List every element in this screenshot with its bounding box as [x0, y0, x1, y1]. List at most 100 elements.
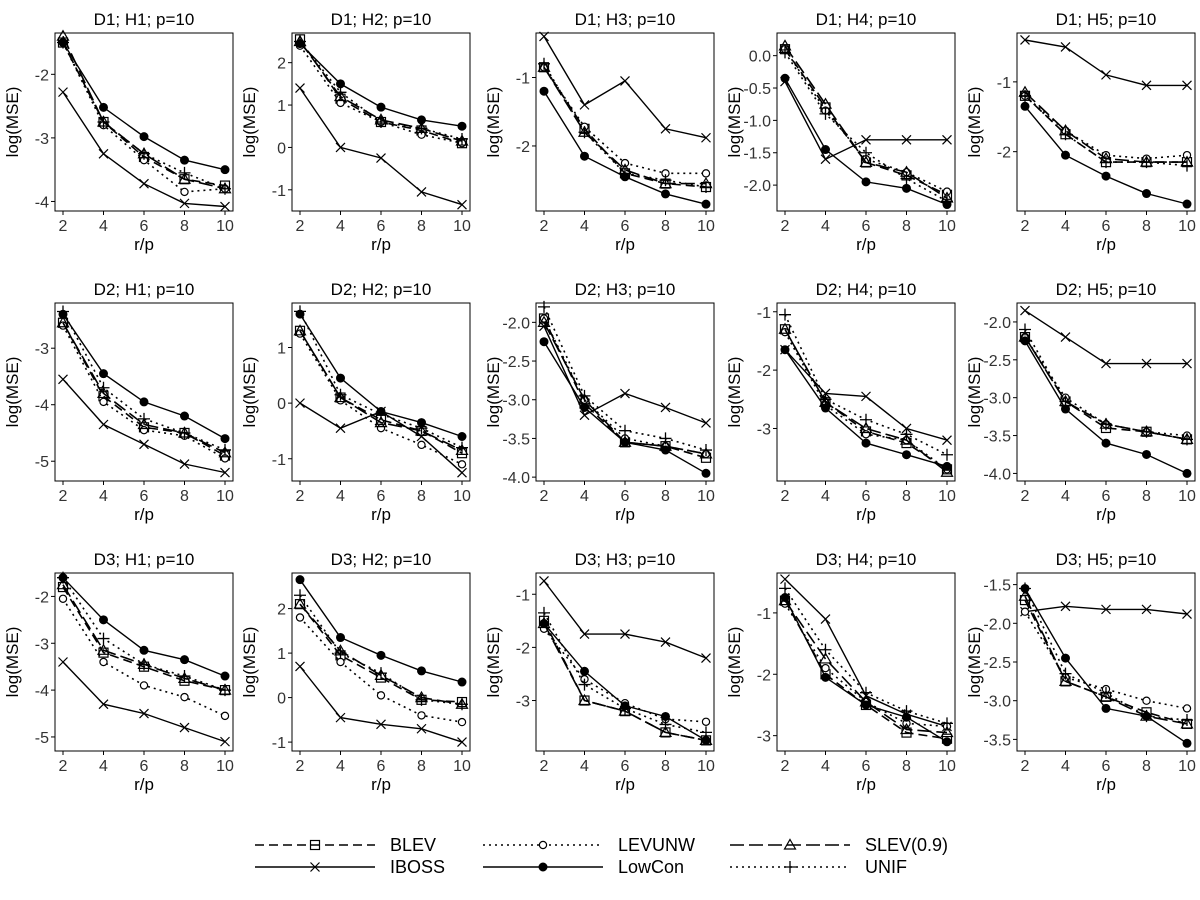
data-point: [1140, 156, 1153, 169]
data-point: [620, 388, 630, 399]
series-lowcon: [58, 309, 230, 444]
data-point: [942, 134, 952, 145]
data-point: [139, 645, 149, 655]
x-tick-label: 4: [821, 218, 830, 235]
panel-d1-h2-p-10: D1; H2; p=10 -1 0 1 2 2 4 6 8 10 r/p log(MSE): [240, 10, 471, 254]
data-point: [580, 666, 589, 676]
data-point: [335, 423, 346, 434]
data-point: [1182, 738, 1192, 748]
y-axis-label: log(MSE): [3, 627, 22, 698]
data-point: [659, 432, 672, 445]
x-tick-label: 6: [140, 218, 149, 235]
series-line: [784, 45, 948, 199]
data-point: [580, 151, 589, 161]
y-tick-label: 1: [277, 98, 286, 115]
x-tick-label: 4: [1061, 218, 1070, 235]
data-point: [1140, 425, 1153, 438]
data-point: [457, 677, 467, 687]
data-point: [699, 447, 713, 459]
data-point: [779, 308, 791, 321]
data-point: [658, 176, 673, 189]
data-point: [334, 647, 347, 660]
panel-title: D3; H4; p=10: [816, 550, 917, 569]
series-line: [1024, 95, 1188, 167]
series-iboss: [539, 31, 711, 143]
panel-title: D1; H3; p=10: [575, 10, 676, 29]
y-tick-label: -2: [757, 667, 771, 684]
panel-title: D2; H4; p=10: [816, 280, 917, 299]
series-line: [299, 330, 463, 452]
data-point: [579, 629, 590, 640]
legend-marker: [310, 862, 320, 872]
series-unif: [1019, 582, 1193, 727]
panel-d1-h4-p-10: D1; H4; p=10 -2.0 -1.5 -1.0 -0.5 0.0 2 4 6 8 10 r/p…: [725, 10, 956, 254]
x-tick-label: 6: [862, 488, 871, 505]
data-point: [819, 643, 832, 656]
x-tick-label: 8: [661, 488, 670, 505]
y-tick-label: -3.0: [983, 694, 1011, 711]
panel-d1-h5-p-10: D1; H5; p=10 -2 -1 2 4 6 8 10 r/p log(MSE): [965, 10, 1196, 254]
data-point: [1142, 449, 1151, 459]
legend-entry-blev: BLEV: [255, 835, 436, 855]
x-tick-label: 4: [99, 218, 108, 235]
data-point: [941, 717, 953, 730]
x-axis-label: r/p: [371, 775, 391, 794]
panel-title: D2; H3; p=10: [575, 280, 676, 299]
y-tick-label: -1: [272, 452, 286, 469]
data-point: [333, 89, 348, 102]
y-tick-label: -1: [516, 71, 530, 88]
data-point: [220, 165, 230, 175]
panel-d1-h3-p-10: D1; H3; p=10 -2 -1 2 4 6 8 10 r/p log(MSE): [484, 10, 715, 254]
data-point: [902, 183, 911, 193]
series-line: [299, 330, 463, 454]
x-tick-label: 2: [781, 758, 790, 775]
x-tick-label: 4: [336, 758, 345, 775]
x-tick-label: 8: [1142, 218, 1151, 235]
data-point: [539, 86, 549, 96]
y-tick-label: -2: [997, 145, 1011, 162]
series-slev-0-9: [1018, 85, 1194, 167]
legend-entry-unif: UNIF: [730, 857, 907, 877]
y-tick-label: -3.5: [983, 429, 1011, 446]
series-unif: [538, 606, 712, 739]
data-point: [417, 711, 426, 720]
y-tick-label: -5: [35, 730, 49, 747]
panel-title: D3; H1; p=10: [94, 550, 195, 569]
series-line: [543, 321, 707, 455]
data-point: [97, 381, 110, 394]
x-axis-label: r/p: [1096, 775, 1116, 794]
data-point: [901, 134, 912, 145]
series-levunw: [1020, 91, 1192, 163]
x-axis-label: r/p: [1096, 505, 1116, 524]
y-tick-label: -1: [516, 587, 530, 604]
data-point: [861, 134, 871, 145]
data-point: [701, 717, 711, 726]
panel-d2-h5-p-10: D2; H5; p=10 -4.0 -3.5 -3.0 -2.5 -2.0 2 4 6 8 10 r/…: [965, 280, 1196, 524]
data-point: [415, 422, 428, 435]
data-point: [56, 578, 70, 590]
series-levunw: [780, 599, 952, 731]
data-point: [902, 450, 911, 460]
data-point: [98, 148, 109, 159]
data-point: [294, 305, 306, 318]
series-line: [62, 42, 226, 190]
series-line: [62, 322, 226, 457]
x-tick-label: 8: [902, 218, 911, 235]
series-unif: [57, 571, 231, 697]
y-tick-label: -3.5: [983, 732, 1011, 749]
y-tick-label: -3.5: [502, 431, 530, 448]
data-point: [701, 653, 711, 663]
y-tick-label: -3: [516, 694, 530, 711]
x-tick-label: 10: [697, 218, 715, 235]
data-point: [417, 440, 426, 450]
data-point: [578, 389, 591, 402]
data-point: [1182, 704, 1192, 713]
y-tick-label: -3: [35, 341, 49, 358]
series-iboss: [539, 321, 711, 428]
data-point: [942, 737, 952, 747]
data-point: [618, 435, 632, 447]
panel-d3-h2-p-10: D3; H2; p=10 -1 0 1 2 2 4 6 8 10 r/p log(MSE): [240, 550, 471, 794]
data-point: [538, 57, 550, 70]
x-axis-label: r/p: [1096, 235, 1116, 254]
data-point: [178, 426, 191, 439]
